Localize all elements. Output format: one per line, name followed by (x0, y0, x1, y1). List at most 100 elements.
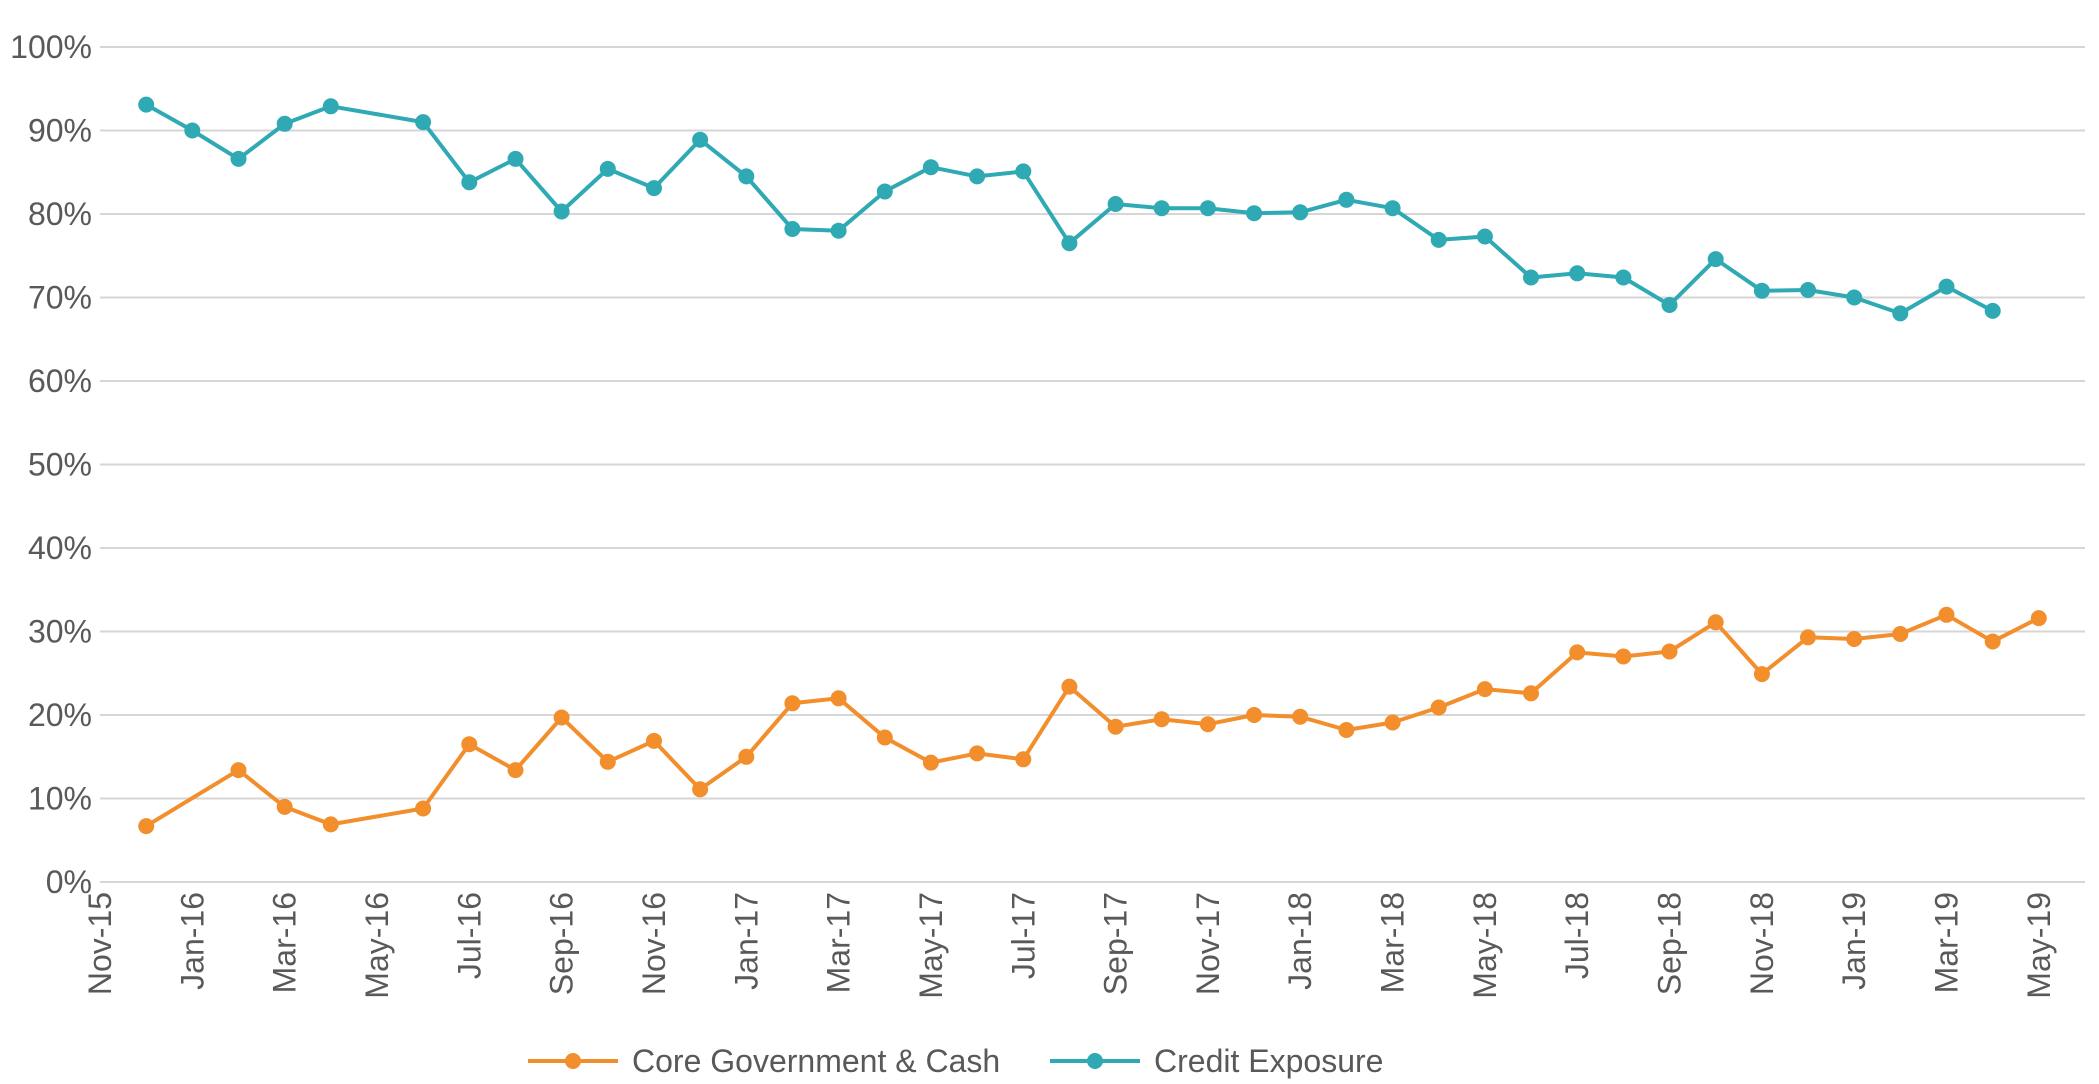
data-point (1846, 631, 1863, 647)
data-point (2030, 610, 2047, 627)
x-tick-label: Jul-17 (1005, 892, 1041, 979)
x-tick-label: Mar-19 (1929, 892, 1965, 993)
data-point (1153, 200, 1170, 217)
data-point (692, 781, 709, 798)
data-point (1707, 614, 1724, 631)
data-point (1800, 282, 1816, 298)
data-point (692, 131, 709, 148)
data-point (276, 798, 293, 815)
data-point (1476, 681, 1493, 698)
data-point (738, 168, 755, 185)
y-tick-label: 70% (28, 280, 92, 316)
data-point (1892, 305, 1909, 322)
legend-marker-core-government (565, 1053, 581, 1069)
x-tick-label: May-19 (2021, 892, 2057, 999)
legend-item-core-government: Core Government & Cash (528, 1043, 1000, 1079)
data-point (969, 745, 986, 762)
x-tick-label: Nov-15 (82, 892, 118, 995)
data-point (1938, 606, 1955, 623)
data-point (830, 222, 847, 239)
data-point (784, 221, 801, 237)
data-point (1661, 297, 1678, 313)
data-point (507, 762, 524, 779)
x-axis-ticks: Nov-15 Jan-16 Mar-16 May-16 Jul-16 Sep-16 Nov-… (82, 892, 2057, 999)
data-point (1430, 699, 1447, 716)
data-point (138, 96, 155, 113)
y-tick-label: 20% (28, 697, 92, 733)
y-tick-label: 100% (10, 29, 92, 65)
legend: Core Government & Cash Credit Exposure (528, 1043, 1383, 1079)
x-tick-label: May-18 (1467, 892, 1503, 999)
data-point (1707, 251, 1724, 268)
series-1 (138, 96, 2001, 322)
y-axis-ticks: 0% 10% 20% 30% 40% 50% 60% 70% 80% 90% 100% (10, 29, 92, 900)
data-point (646, 180, 662, 197)
legend-label-core-government: Core Government & Cash (632, 1043, 1000, 1079)
data-point (1107, 718, 1124, 735)
x-tick-label: Jan-18 (1282, 892, 1318, 990)
data-point (738, 748, 755, 765)
data-point (1153, 711, 1170, 728)
data-point (276, 115, 293, 132)
x-tick-label: Jan-17 (728, 892, 764, 990)
data-point (876, 729, 893, 746)
legend-item-credit-exposure: Credit Exposure (1050, 1043, 1383, 1079)
data-point (322, 98, 339, 115)
data-point (461, 736, 478, 753)
data-point (876, 183, 893, 200)
data-point (553, 203, 570, 220)
data-point (1246, 205, 1263, 222)
series-line (145, 612, 2040, 828)
data-point (1569, 644, 1586, 661)
x-tick-label: Mar-17 (821, 892, 857, 993)
data-point (1292, 708, 1309, 725)
data-point (784, 695, 801, 712)
series-line (145, 102, 1994, 316)
y-tick-label: 80% (28, 196, 92, 232)
data-point (1615, 269, 1632, 286)
x-tick-label: Jan-16 (174, 892, 210, 990)
data-point (599, 160, 616, 177)
x-tick-label: Nov-17 (1190, 892, 1226, 995)
data-point (1015, 163, 1032, 180)
x-tick-label: Jul-16 (451, 892, 487, 979)
x-tick-label: Nov-18 (1744, 892, 1780, 995)
series-lines (138, 96, 2047, 835)
data-point (1800, 629, 1816, 646)
data-point (922, 754, 939, 771)
data-point (646, 732, 662, 749)
x-tick-label: Jul-18 (1559, 892, 1595, 979)
data-point (1430, 231, 1447, 248)
data-point (1615, 648, 1632, 665)
data-point (1892, 626, 1909, 642)
data-point (415, 114, 432, 131)
data-point (1661, 643, 1678, 660)
data-point (138, 818, 155, 835)
data-point (1523, 269, 1539, 286)
x-tick-label: Nov-16 (636, 892, 672, 995)
data-point (230, 150, 247, 167)
data-point (1846, 289, 1863, 306)
data-point (322, 816, 339, 833)
y-tick-label: 40% (28, 530, 92, 566)
series-0 (138, 606, 2047, 835)
data-point (599, 753, 616, 770)
data-point (1984, 302, 2001, 319)
data-point (1061, 235, 1078, 252)
y-tick-label: 30% (28, 614, 92, 650)
data-point (830, 690, 847, 707)
y-tick-label: 10% (28, 781, 92, 817)
data-point (1292, 204, 1309, 221)
data-point (230, 762, 247, 779)
x-tick-label: Jan-19 (1836, 892, 1872, 990)
data-point (1338, 191, 1355, 208)
data-point (1246, 707, 1263, 723)
data-point (507, 150, 524, 167)
x-tick-label: Sep-16 (544, 892, 580, 995)
y-tick-label: 0% (46, 864, 92, 900)
data-point (1199, 200, 1216, 217)
data-point (415, 800, 432, 817)
gridlines (100, 46, 2085, 883)
data-point (553, 709, 570, 726)
